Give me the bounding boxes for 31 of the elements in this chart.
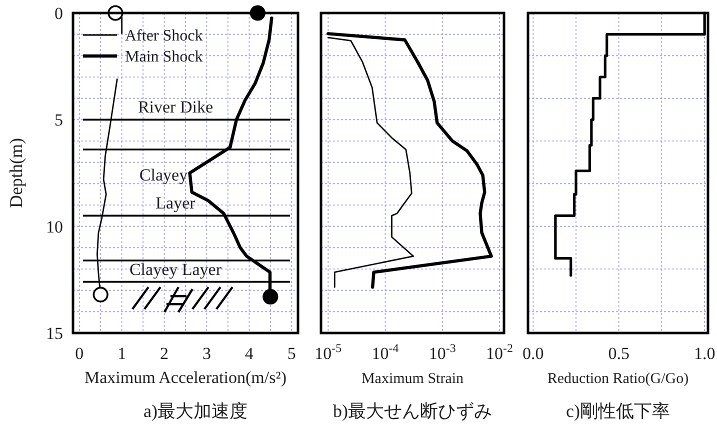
text: a)最大加速度 bbox=[144, 401, 248, 421]
x-tick-label: 0.0 bbox=[522, 344, 544, 363]
text: c)剛性低下率 bbox=[566, 401, 670, 421]
x-tick-label: 10$^{-4}$ bbox=[372, 341, 399, 363]
x-tick-label: 0 bbox=[75, 344, 84, 363]
point bbox=[262, 288, 278, 305]
x-tick-label: 3 bbox=[202, 344, 211, 363]
text: b)最大せん断ひずみ bbox=[333, 401, 492, 421]
y-tick-label: 0 bbox=[54, 4, 63, 23]
x-tick-label: 4 bbox=[244, 344, 254, 363]
x-axis-title: Reduction Ratio(G/Go) bbox=[547, 371, 689, 387]
x-axis-title: Maximum Strain bbox=[361, 371, 464, 387]
ref-line-label: Clayey Layer bbox=[129, 260, 222, 279]
y-tick-label: 5 bbox=[54, 110, 63, 130]
y-tick-label: 10 bbox=[46, 217, 63, 236]
legend-label: Main Shock bbox=[125, 48, 203, 66]
y-tick-label: 15 bbox=[46, 324, 63, 343]
x-axis-title: Maximum Acceleration(m/s²) bbox=[84, 368, 286, 387]
x-tick-label: 2 bbox=[160, 344, 169, 363]
x-tick-label: 10$^{-5}$ bbox=[314, 341, 342, 363]
x-tick-label: 1.0 bbox=[694, 344, 716, 363]
ref-line-label: Clayey Layer bbox=[139, 166, 196, 213]
x-tick-label: 0.5 bbox=[608, 344, 630, 363]
ref-line-label: River Dike bbox=[138, 98, 214, 117]
x-tick-label: 10$^{-2}$ bbox=[486, 341, 513, 363]
x-tick-label: 1 bbox=[118, 344, 126, 363]
x-tick-label: 10$^{-3}$ bbox=[428, 341, 456, 363]
y-axis-title: Depth(m) bbox=[6, 138, 26, 208]
point bbox=[92, 286, 108, 302]
x-tick-label: 5 bbox=[287, 344, 296, 363]
legend-label: After Shock bbox=[125, 28, 203, 45]
